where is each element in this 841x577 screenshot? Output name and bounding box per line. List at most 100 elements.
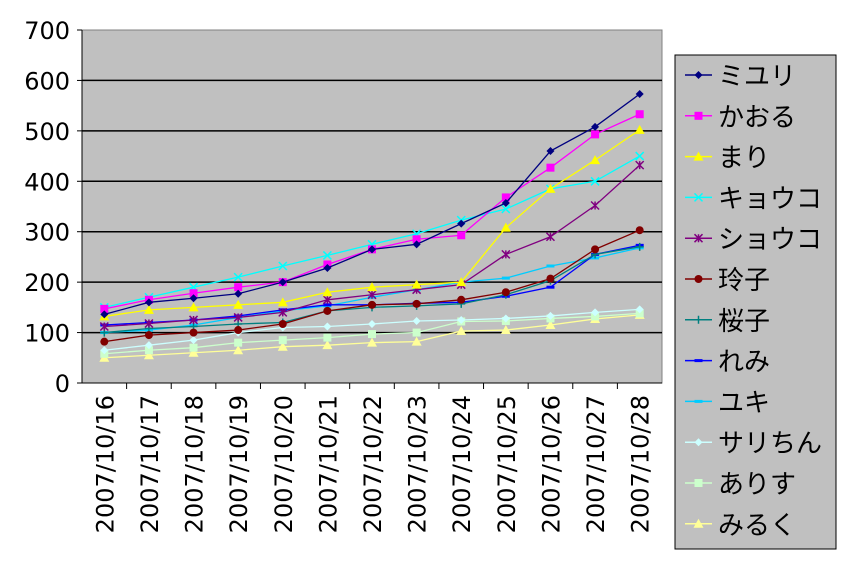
data-point	[457, 219, 466, 228]
legend-label: かおる	[718, 103, 796, 133]
data-point	[694, 275, 703, 283]
data-point	[501, 314, 510, 323]
data-point	[100, 304, 109, 313]
data-point	[143, 350, 154, 360]
x-tick-label: 2007/10/20	[270, 395, 298, 533]
data-point	[189, 328, 198, 337]
legend-label: まり	[718, 144, 770, 174]
y-tick-label: 700	[24, 17, 70, 45]
x-tick-label: 2007/10/22	[359, 395, 387, 533]
data-point	[456, 326, 467, 336]
data-point	[143, 304, 154, 314]
x-tick-label: 2007/10/24	[448, 395, 476, 533]
legend-entry: 桜子	[685, 307, 770, 337]
legend-label: ミユリ	[718, 62, 796, 92]
x-tick-label: 2007/10/26	[537, 395, 565, 533]
x-tick-label: 2007/10/18	[181, 395, 209, 533]
y-tick-label: 300	[24, 219, 70, 247]
data-point	[694, 438, 703, 447]
data-point	[500, 222, 511, 232]
data-point	[635, 305, 644, 314]
legend-entry: れみ	[685, 348, 770, 378]
legend-label: キョウコ	[718, 184, 822, 214]
data-point	[412, 235, 421, 244]
data-point	[635, 151, 645, 161]
data-point	[189, 336, 198, 345]
data-point	[635, 160, 645, 170]
y-tick-label: 500	[24, 118, 70, 146]
data-point	[368, 330, 376, 339]
series-ショウコ	[99, 160, 645, 332]
data-point	[412, 299, 421, 308]
data-point	[501, 204, 511, 214]
legend-label: サリちん	[718, 429, 822, 459]
data-point	[234, 289, 243, 298]
x-tick-label: 2007/10/21	[314, 395, 342, 533]
legend-entry: みるく	[685, 511, 796, 541]
data-point	[367, 290, 377, 300]
data-point	[501, 193, 510, 202]
data-point	[189, 343, 198, 352]
data-point	[591, 122, 600, 131]
series-玲子	[100, 226, 644, 346]
data-point	[501, 288, 510, 297]
data-point	[233, 345, 244, 355]
data-point	[368, 245, 376, 254]
data-point	[100, 346, 109, 355]
y-tick-label: 400	[24, 168, 70, 196]
data-point	[546, 147, 555, 156]
data-point	[693, 192, 704, 202]
data-point	[278, 278, 287, 287]
data-point	[411, 336, 422, 346]
data-point	[99, 321, 109, 332]
data-point	[456, 277, 467, 287]
legend-entry: サリちん	[685, 429, 822, 459]
data-point	[591, 308, 600, 317]
data-point	[591, 245, 600, 254]
data-point	[634, 124, 645, 134]
data-point	[189, 315, 199, 325]
data-point	[233, 312, 243, 322]
data-point	[635, 309, 644, 318]
legend-entry: かおる	[685, 103, 796, 133]
plot-area	[81, 29, 663, 384]
data-point	[277, 297, 288, 307]
data-point	[322, 340, 333, 350]
data-point	[189, 289, 198, 298]
data-point	[144, 298, 153, 307]
legend-label: ありす	[718, 470, 796, 500]
data-point	[412, 316, 421, 325]
data-point	[188, 347, 199, 357]
data-point	[233, 299, 244, 309]
data-point	[323, 333, 332, 342]
legend-label: 玲子	[718, 266, 770, 296]
legend-entry: キョウコ	[685, 184, 822, 214]
data-point	[694, 479, 703, 487]
data-point	[591, 312, 600, 321]
data-point	[233, 272, 243, 282]
data-point	[590, 176, 600, 186]
data-point	[411, 279, 422, 289]
x-tick-label: 2007/10/27	[582, 395, 610, 533]
y-tick-label: 600	[24, 67, 70, 95]
data-point	[278, 319, 287, 328]
data-point	[323, 264, 332, 273]
data-point	[188, 302, 199, 312]
data-point	[412, 240, 421, 249]
x-tick-label: 2007/10/28	[627, 395, 655, 533]
data-point	[368, 319, 376, 328]
data-point	[501, 249, 511, 259]
data-point	[457, 315, 466, 324]
data-point	[322, 287, 333, 297]
x-tick-label: 2007/10/17	[136, 395, 164, 533]
data-point	[500, 325, 511, 335]
series-サリちん	[100, 305, 644, 355]
data-point	[546, 163, 555, 172]
legend-entry: 玲子	[685, 266, 770, 296]
data-point	[323, 322, 332, 331]
series-まり	[99, 124, 645, 321]
data-point	[234, 283, 243, 292]
x-tick-label: 2007/10/25	[493, 395, 521, 533]
legend-entry: ショウコ	[685, 225, 822, 255]
x-tick-label: 2007/10/23	[404, 395, 432, 533]
